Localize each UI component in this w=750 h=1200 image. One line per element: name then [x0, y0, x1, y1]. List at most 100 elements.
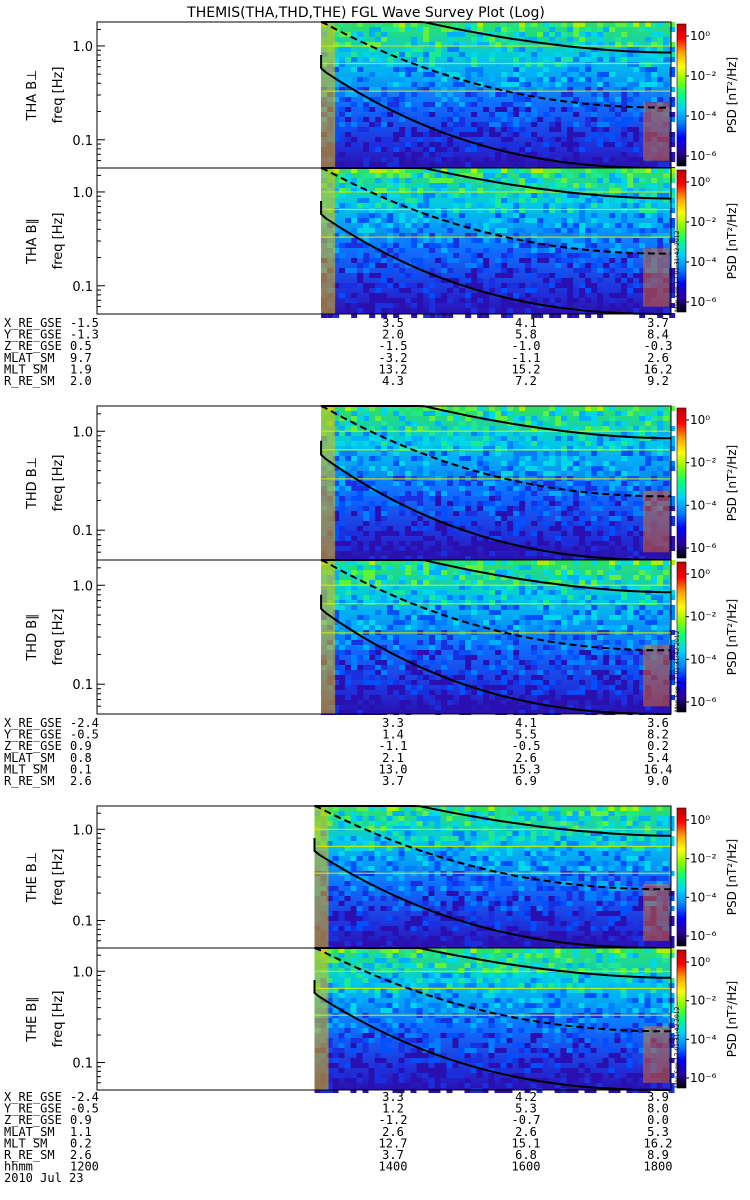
- psd-cell: [488, 821, 495, 826]
- gyrofrequency-dashed-curve: [320, 21, 671, 109]
- psd-cell: [387, 526, 394, 531]
- psd-cell: [639, 640, 646, 645]
- psd-cell: [525, 273, 532, 278]
- psd-cell: [393, 590, 400, 595]
- psd-cell: [441, 132, 448, 137]
- psd-cell: [471, 273, 478, 278]
- psd-cell: [333, 228, 340, 233]
- psd-cell: [615, 82, 622, 87]
- psd-cell: [369, 32, 376, 37]
- psd-cell: [369, 511, 376, 516]
- psd-cell: [657, 645, 664, 650]
- psd-cell: [488, 941, 495, 946]
- psd-cell: [339, 461, 346, 466]
- psd-cell: [476, 876, 483, 881]
- psd-cell: [645, 551, 652, 556]
- psd-cell: [489, 620, 496, 625]
- psd-cell: [507, 238, 514, 243]
- psd-cell: [609, 173, 616, 178]
- psd-cell: [585, 313, 592, 318]
- psd-cell: [357, 565, 364, 570]
- psd-cell: [501, 313, 508, 318]
- psd-cell: [615, 575, 622, 580]
- psd-cell: [513, 47, 520, 52]
- psd-cell: [471, 278, 478, 283]
- psd-cell: [423, 575, 430, 580]
- psd-cell: [603, 178, 610, 183]
- psd-cell: [627, 635, 634, 640]
- psd-cell: [531, 37, 538, 42]
- psd-cell: [525, 685, 532, 690]
- psd-cell: [446, 886, 453, 891]
- psd-cell: [609, 238, 616, 243]
- psd-cell: [471, 268, 478, 273]
- psd-cell: [620, 846, 627, 851]
- colorbar-tick-label: 10⁰: [690, 567, 710, 581]
- psd-cell: [477, 565, 484, 570]
- psd-cell: [560, 851, 567, 856]
- psd-cell: [447, 521, 454, 526]
- psd-cell: [345, 501, 352, 506]
- psd-cell: [327, 313, 334, 318]
- psd-cell: [428, 856, 435, 861]
- psd-cell: [399, 22, 406, 27]
- psd-cell: [633, 456, 640, 461]
- psd-cell: [651, 178, 658, 183]
- psd-cell: [531, 233, 538, 238]
- psd-cell: [381, 147, 388, 152]
- psd-cell: [525, 590, 532, 595]
- psd-cell: [549, 283, 556, 288]
- psd-cell: [435, 298, 442, 303]
- psd-cell: [663, 188, 670, 193]
- psd-cell: [537, 258, 544, 263]
- psd-cell: [597, 645, 604, 650]
- psd-cell: [537, 178, 544, 183]
- psd-cell: [387, 541, 394, 546]
- psd-cell: [567, 491, 574, 496]
- psd-cell: [621, 263, 628, 268]
- psd-cell: [339, 162, 346, 167]
- psd-cell: [579, 188, 586, 193]
- psd-cell: [417, 152, 424, 157]
- psd-cell: [399, 162, 406, 167]
- psd-cell: [393, 193, 400, 198]
- psd-cell: [447, 610, 454, 615]
- psd-cell: [398, 816, 405, 821]
- psd-cell: [465, 72, 472, 77]
- psd-cell: [543, 605, 550, 610]
- psd-cell: [638, 926, 645, 931]
- psd-cell: [609, 501, 616, 506]
- psd-cell: [567, 640, 574, 645]
- psd-cell: [543, 446, 550, 451]
- psd-cell: [434, 816, 441, 821]
- psd-cell: [405, 47, 412, 52]
- psd-cell: [447, 107, 454, 112]
- psd-cell: [482, 841, 489, 846]
- psd-cell: [417, 137, 424, 142]
- psd-cell: [573, 132, 580, 137]
- psd-cell: [356, 816, 363, 821]
- psd-cell: [488, 881, 495, 886]
- psd-cell: [519, 590, 526, 595]
- psd-cell: [435, 501, 442, 506]
- psd-cell: [633, 466, 640, 471]
- psd-cell: [536, 881, 543, 886]
- psd-cell: [440, 866, 447, 871]
- psd-cell: [621, 456, 628, 461]
- psd-cell: [657, 406, 664, 411]
- psd-cell: [579, 521, 586, 526]
- psd-cell: [411, 421, 418, 426]
- psd-cell: [615, 560, 622, 565]
- psd-cell: [495, 506, 502, 511]
- psd-cell: [513, 77, 520, 82]
- psd-cell: [351, 710, 358, 715]
- psd-cell: [561, 650, 568, 655]
- psd-cell: [657, 575, 664, 580]
- psd-cell: [542, 901, 549, 906]
- psd-cell: [399, 72, 406, 77]
- psd-cell: [597, 122, 604, 127]
- psd-cell: [633, 556, 640, 561]
- psd-cell: [375, 695, 382, 700]
- psd-cell: [501, 283, 508, 288]
- psd-cell: [537, 188, 544, 193]
